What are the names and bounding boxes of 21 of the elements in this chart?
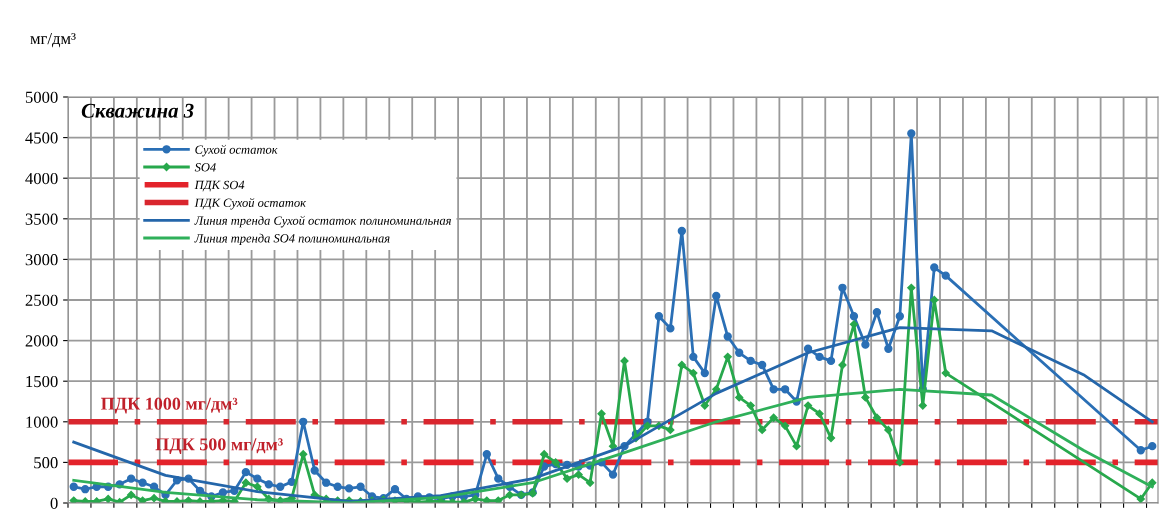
- y-tick-label: 3000: [25, 254, 58, 266]
- y-tick-label: 4000: [25, 172, 58, 185]
- legend-label: SO4: [194, 163, 216, 172]
- legend-label: Линия тренда SO4 полиноминальная: [194, 233, 390, 246]
- y-tick-label: 500: [34, 457, 58, 469]
- y-tick-label: 5000: [25, 91, 58, 103]
- y-tick-label: 4500: [25, 132, 58, 144]
- legend-label: Линия тренда Сухой остаток полиноминальная: [194, 215, 451, 228]
- y-tick-label: 1500: [26, 375, 58, 388]
- legend-label: Сухой остаток: [195, 144, 278, 157]
- y-tick-label: 1000: [26, 416, 58, 428]
- legend-label: ПДК Сухой остаток: [194, 197, 307, 210]
- y-tick-label: 0: [50, 497, 58, 509]
- annotation: ПДК 500 мг/дм³: [155, 438, 283, 455]
- y-axis-title: мг/дм³: [30, 33, 76, 48]
- legend-label: ПДК SO4: [194, 180, 245, 192]
- annotation: ПДК 1000 мг/дм³: [101, 397, 238, 414]
- y-tick-label: 2000: [25, 335, 58, 347]
- y-tick-label: 3500: [25, 213, 58, 225]
- chart-title: Скважина 3: [81, 103, 194, 118]
- y-tick-label: 2500: [25, 294, 58, 306]
